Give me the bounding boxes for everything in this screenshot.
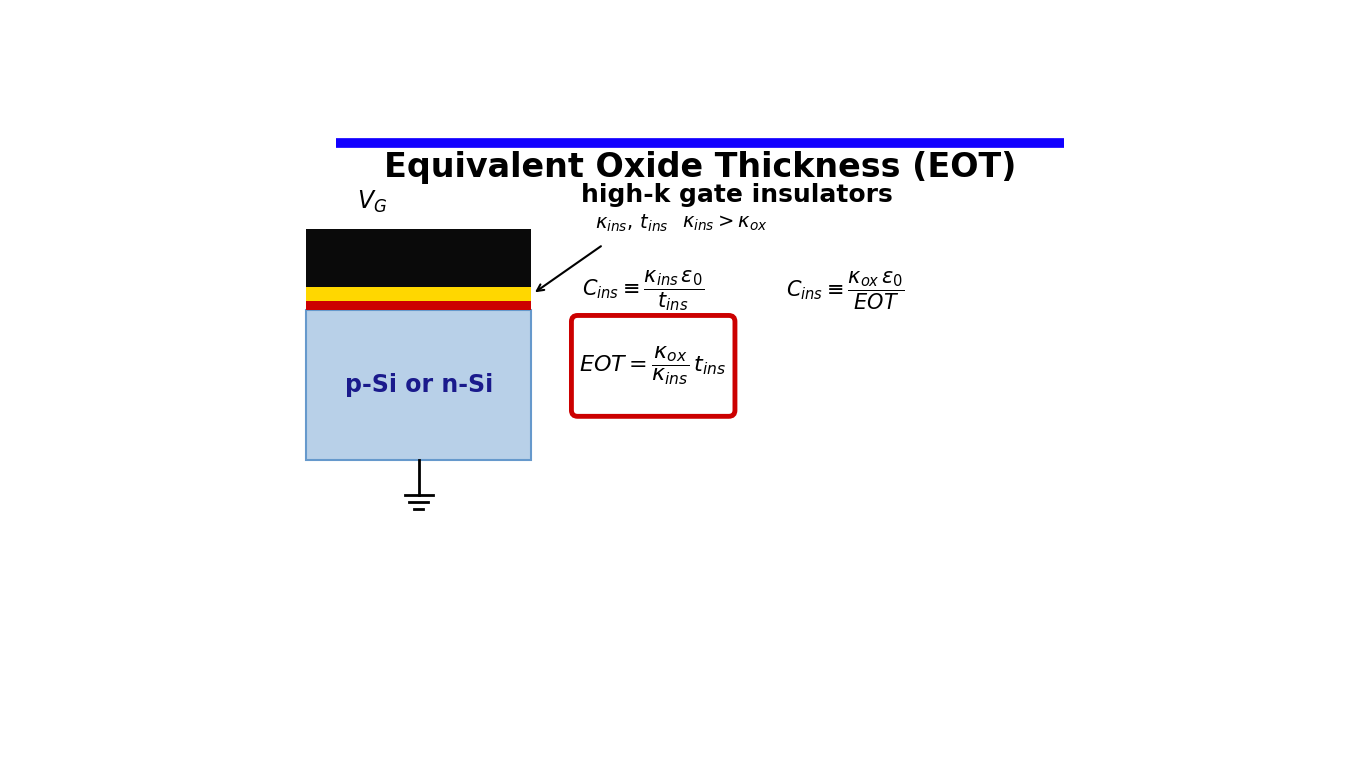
Bar bbox=[306, 287, 531, 301]
Text: Equivalent Oxide Thickness (EOT): Equivalent Oxide Thickness (EOT) bbox=[384, 151, 1016, 184]
Bar bbox=[306, 229, 531, 287]
Text: p-Si or n-Si: p-Si or n-Si bbox=[344, 373, 493, 397]
Text: $EOT = \dfrac{\kappa_{ox}}{\kappa_{ins}}\,t_{ins}$: $EOT = \dfrac{\kappa_{ox}}{\kappa_{ins}}… bbox=[579, 345, 727, 387]
Bar bbox=[306, 301, 531, 310]
FancyBboxPatch shape bbox=[571, 316, 735, 416]
Text: $V_G$: $V_G$ bbox=[357, 189, 388, 215]
Text: $C_{ins} \equiv \dfrac{\kappa_{ox}\,\varepsilon_0}{EOT}$: $C_{ins} \equiv \dfrac{\kappa_{ox}\,\var… bbox=[785, 270, 904, 312]
Text: $C_{ins} \equiv \dfrac{\kappa_{ins}\,\varepsilon_0}{t_{ins}}$: $C_{ins} \equiv \dfrac{\kappa_{ins}\,\va… bbox=[582, 269, 705, 313]
Text: $\kappa_{ins},\, t_{ins}$: $\kappa_{ins},\, t_{ins}$ bbox=[596, 213, 669, 233]
Text: $\kappa_{ins} > \kappa_{ox}$: $\kappa_{ins} > \kappa_{ox}$ bbox=[682, 214, 768, 233]
Bar bbox=[306, 310, 531, 460]
Text: high-k gate insulators: high-k gate insulators bbox=[581, 183, 892, 207]
